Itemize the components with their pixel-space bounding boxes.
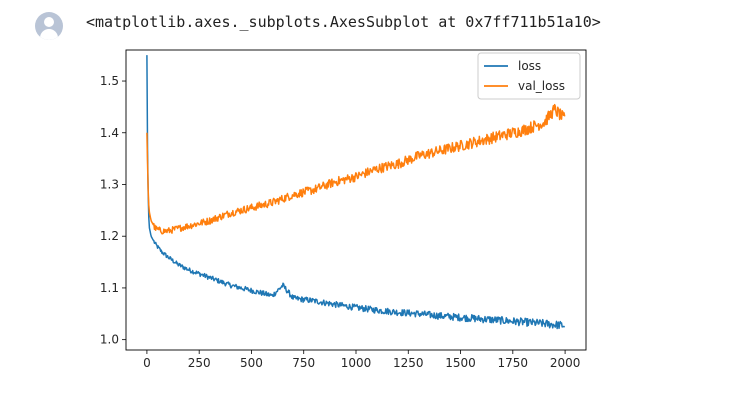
x-tick-label: 1000 [341, 356, 372, 370]
y-tick-label: 1.0 [100, 333, 119, 347]
y-tick-label: 1.3 [100, 177, 119, 191]
y-tick-label: 1.2 [100, 229, 119, 243]
y-tick-label: 1.5 [100, 74, 119, 88]
y-axis: 1.0 1.1 1.2 1.3 1.4 1.5 [100, 74, 126, 347]
user-avatar-icon [35, 12, 63, 40]
x-tick-label: 1250 [393, 356, 424, 370]
x-axis: 0 250 500 750 1000 1250 1500 1750 2000 [143, 350, 580, 370]
series-line-val-loss [146, 103, 566, 235]
avatar-head [44, 17, 54, 27]
avatar-body [40, 29, 58, 40]
x-tick-label: 1500 [445, 356, 476, 370]
x-tick-label: 1750 [498, 356, 529, 370]
legend: loss val_loss [477, 52, 581, 100]
legend-label-val-loss: val_loss [518, 79, 565, 93]
x-tick-label: 2000 [550, 356, 581, 370]
x-tick-label: 250 [188, 356, 211, 370]
x-tick-label: 750 [292, 356, 315, 370]
series-layer [146, 55, 566, 330]
output-repr-text: <matplotlib.axes._subplots.AxesSubplot a… [86, 13, 601, 31]
legend-label-loss: loss [518, 59, 541, 73]
x-tick-label: 500 [240, 356, 263, 370]
series-line-loss [146, 55, 566, 330]
x-tick-label: 0 [143, 356, 151, 370]
legend-frame [477, 52, 581, 100]
y-tick-label: 1.4 [100, 126, 119, 140]
y-tick-label: 1.1 [100, 281, 119, 295]
plot-area [126, 50, 586, 350]
